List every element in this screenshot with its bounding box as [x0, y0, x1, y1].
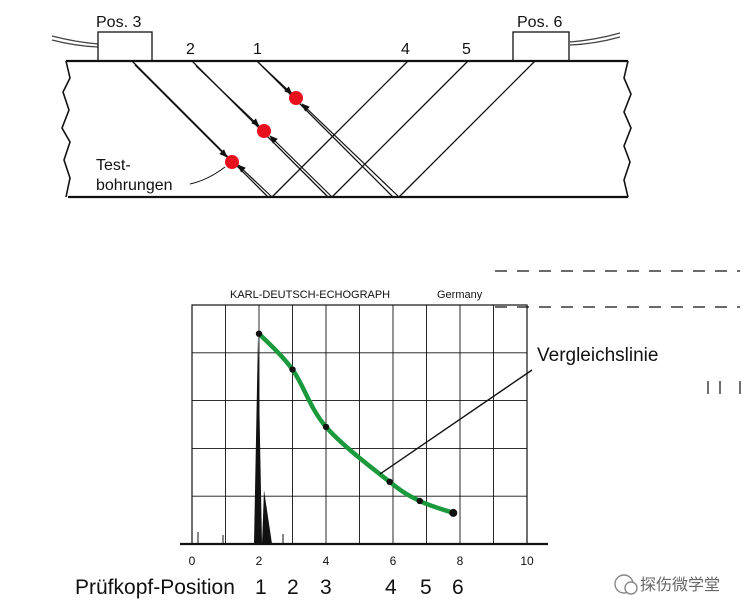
position-number-3: 3: [320, 576, 332, 599]
position-row-title: Prüfkopf-Position: [75, 576, 235, 599]
beam-label-1: 1: [253, 41, 262, 58]
position-number-1: 1: [255, 576, 267, 599]
x-tick-label: 4: [323, 554, 330, 568]
probe-left-label: Pos. 3: [96, 14, 141, 31]
probe-left-cable-2: [51, 39, 99, 48]
beam-pos3: [131, 60, 269, 198]
dac-point: [322, 423, 330, 431]
beam-label-2: 2: [186, 41, 195, 58]
probe-left-cable: [51, 35, 99, 45]
beam-5: [331, 60, 469, 198]
test-hole-3: [225, 155, 239, 169]
probe-right-cable: [569, 32, 621, 43]
dac-point: [255, 330, 263, 337]
block-right-break: [623, 60, 632, 198]
position-number-4: 4: [385, 576, 397, 599]
block-left-break: [61, 60, 71, 198]
screen-header-brand: KARL-DEUTSCH-ECHOGRAPH: [230, 289, 390, 301]
initial-pulse: [254, 335, 262, 544]
watermark-icon-inner: [624, 581, 638, 595]
probe-left: [97, 31, 153, 62]
position-number-5: 5: [420, 576, 432, 599]
dac-point: [289, 366, 296, 373]
position-number-6: 6: [452, 576, 464, 599]
x-tick-label: 6: [390, 554, 397, 568]
x-tick-label: 2: [256, 554, 263, 568]
position-number-2: 2: [287, 576, 299, 599]
dac-curve: [256, 331, 456, 516]
test-holes-label-line2: bohrungen: [96, 177, 173, 194]
curve-label-leader: [379, 369, 533, 475]
test-block-diagram: Pos. 3 Pos. 6 2 1 4 5 Test- bohrungen: [51, 14, 632, 199]
dac-point: [386, 478, 393, 486]
beam-pos6: [398, 60, 536, 198]
curve-label: Vergleichslinie: [537, 345, 658, 366]
test-holes-leader: [189, 166, 226, 185]
x-tick-label: 10: [520, 554, 534, 568]
initial-pulse-tail: [262, 490, 272, 544]
x-tick-label: 0: [189, 554, 196, 568]
arrow-reflect-5: [269, 135, 333, 198]
dac-point: [416, 497, 423, 505]
test-holes-label-line1: Test-: [96, 157, 131, 174]
arrow-reflect-4: [237, 164, 273, 198]
arrow-reflect-6: [301, 103, 400, 198]
watermark: 探伤微学堂: [614, 574, 720, 595]
screen-grid: [180, 304, 548, 546]
probe-right-label: Pos. 6: [517, 14, 562, 31]
x-tick-label: 8: [457, 554, 464, 568]
test-hole-2: [257, 124, 271, 138]
beam-label-4: 4: [401, 41, 410, 58]
arrow-direct-2: [195, 65, 260, 127]
echograph-screen: KARL-DEUTSCH-ECHOGRAPH Germany Vergleich…: [180, 270, 741, 568]
beam-1: [256, 60, 394, 198]
dac-curve-group: [255, 330, 458, 517]
watermark-text: 探伤微学堂: [640, 576, 720, 594]
probe-right-cable-2: [569, 36, 621, 46]
arrow-direct-3: [134, 64, 228, 158]
dac-point: [449, 508, 458, 517]
arrow-direct-1: [261, 65, 293, 95]
screen-header-country: Germany: [437, 289, 483, 301]
beam-4: [271, 60, 409, 198]
beam-label-5: 5: [462, 41, 471, 58]
probe-right: [512, 31, 570, 62]
test-hole-1: [289, 91, 303, 105]
x-tick-labels: 0 2 4 6 8 10: [189, 554, 534, 568]
